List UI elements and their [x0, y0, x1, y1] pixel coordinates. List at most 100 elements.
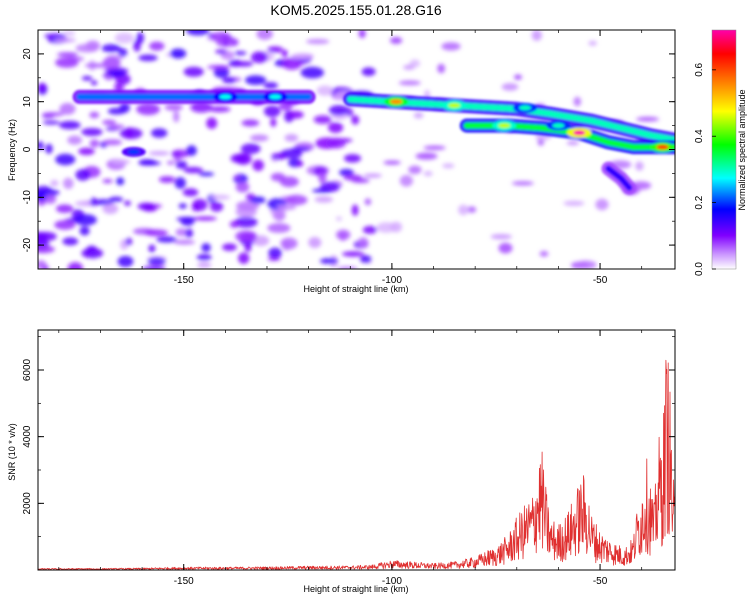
heatmap-noise-blob — [75, 169, 91, 181]
heatmap-noise-blob — [390, 36, 403, 45]
heatmap-noise-blob — [358, 30, 366, 39]
heatmap-noise-blob — [511, 181, 534, 186]
heatmap-noise-blob — [116, 177, 125, 186]
heatmap-noise-blob — [252, 159, 264, 171]
colorbar-tick-label: 0.2 — [694, 195, 705, 209]
heatmap-noise-blob — [291, 146, 311, 152]
heatmap-noise-blob — [79, 226, 90, 236]
heatmap-noise-blob — [256, 30, 273, 40]
heatmap-noise-blob — [57, 52, 78, 57]
heatmap-noise-blob — [328, 105, 349, 116]
x-tick-label: -100 — [382, 576, 402, 587]
heatmap-noise-blob — [114, 32, 134, 44]
heatmap-noise-blob — [44, 193, 57, 205]
y-tick-label: 4000 — [22, 425, 33, 448]
heatmap-noise-blob — [498, 242, 513, 254]
heatmap-noise-blob — [222, 77, 236, 84]
heatmap-hotspot — [269, 94, 282, 100]
heatmap-noise-blob — [110, 159, 131, 165]
colorbar-tick-label: 0.6 — [694, 62, 705, 76]
heatmap-noise-blob — [423, 145, 446, 150]
heatmap-noise-blob — [104, 76, 113, 81]
heatmap-noise-blob — [174, 177, 186, 189]
heatmap-noise-layer — [38, 30, 659, 269]
heatmap-noise-blob — [319, 258, 338, 264]
heatmap-noise-blob — [102, 56, 121, 69]
heatmap-noise-blob — [575, 260, 597, 269]
heatmap-noise-blob — [316, 85, 334, 96]
heatmap-noise-blob — [63, 177, 74, 190]
heatmap-noise-blob — [215, 49, 228, 54]
heatmap-noise-blob — [144, 229, 169, 237]
heatmap-noise-blob — [279, 176, 299, 188]
heatmap-noise-blob — [281, 49, 288, 58]
heatmap-noise-blob — [313, 115, 332, 124]
colorbar-label: Normalized spectral amplitude — [737, 89, 747, 210]
heatmap-noise-blob — [531, 30, 542, 41]
heatmap-noise-blob — [363, 173, 382, 178]
heatmap-noise-blob — [244, 242, 252, 253]
heatmap-noise-blob — [490, 234, 512, 240]
heatmap-noise-blob — [573, 96, 582, 107]
x-tick-label: -50 — [593, 275, 608, 286]
heatmap-noise-blob — [282, 57, 302, 70]
heatmap-noise-blob — [178, 203, 187, 209]
heatmap-noise-blob — [125, 127, 133, 139]
heatmap-noise-blob — [501, 83, 519, 91]
heatmap-noise-blob — [42, 120, 60, 125]
heatmap-noise-blob — [423, 170, 433, 177]
heatmap-noise-blob — [314, 196, 333, 203]
heatmap-noise-blob — [159, 176, 176, 183]
snr-xlabel: Height of straight line (km) — [303, 584, 408, 594]
heatmap-noise-blob — [197, 261, 212, 269]
heatmap-noise-blob — [101, 44, 121, 53]
y-tick-label: 10 — [22, 96, 33, 108]
heatmap-noise-blob — [186, 145, 197, 156]
heatmap-noise-blob — [415, 152, 438, 160]
heatmap-noise-blob — [234, 61, 254, 67]
heatmap-noise-blob — [308, 237, 322, 248]
heatmap-noise-blob — [398, 80, 421, 86]
heatmap-noise-blob — [137, 202, 156, 211]
heatmap-noise-blob — [250, 51, 268, 64]
heatmap-hotspot — [519, 105, 532, 111]
heatmap-noise-blob — [81, 75, 93, 81]
colorbar: 0.0 0.2 0.4 0.6 Normalized spectral amplitu… — [694, 29, 747, 276]
heatmap-noise-blob — [230, 153, 249, 164]
heatmap-noise-blob — [50, 179, 59, 187]
heatmap-noise-blob — [45, 143, 53, 154]
heatmap-noise-blob — [312, 188, 333, 193]
heatmap-noise-blob — [118, 48, 128, 57]
heatmap-noise-blob — [267, 46, 283, 53]
heatmap-noise-blob — [54, 37, 77, 43]
heatmap-noise-blob — [300, 66, 324, 79]
heatmap-noise-blob — [183, 166, 204, 174]
heatmap-noise-blob — [272, 210, 286, 221]
heatmap-noise-blob — [383, 160, 401, 165]
heatmap-noise-blob — [235, 230, 258, 243]
heatmap-noise-blob — [306, 38, 330, 45]
heatmap-noise-blob — [138, 54, 158, 62]
heatmap-noise-blob — [209, 106, 231, 113]
heatmap-noise-blob — [81, 128, 103, 136]
heatmap-noise-blob — [635, 161, 644, 171]
heatmap-hotspot — [448, 103, 461, 108]
heatmap-noise-blob — [142, 266, 166, 269]
heatmap-noise-blob — [351, 115, 360, 125]
heatmap-noise-blob — [207, 65, 230, 70]
heatmap-noise-blob — [361, 67, 376, 77]
heatmap-noise-blob — [326, 137, 346, 149]
heatmap-noise-blob — [442, 163, 455, 169]
heatmap-noise-blob — [297, 161, 304, 167]
heatmap-noise-blob — [437, 63, 446, 74]
heatmap-noise-blob — [233, 175, 241, 180]
heatmap-noise-blob — [441, 42, 461, 51]
heatmap-noise-blob — [196, 253, 212, 261]
x-tick-label: -150 — [174, 275, 194, 286]
heatmap-noise-blob — [151, 128, 168, 138]
heatmap-noise-blob — [413, 112, 424, 119]
heatmap-noise-blob — [186, 30, 210, 36]
heatmap-xlabel: Height of straight line (km) — [303, 284, 408, 294]
heatmap-noise-blob — [38, 231, 48, 243]
